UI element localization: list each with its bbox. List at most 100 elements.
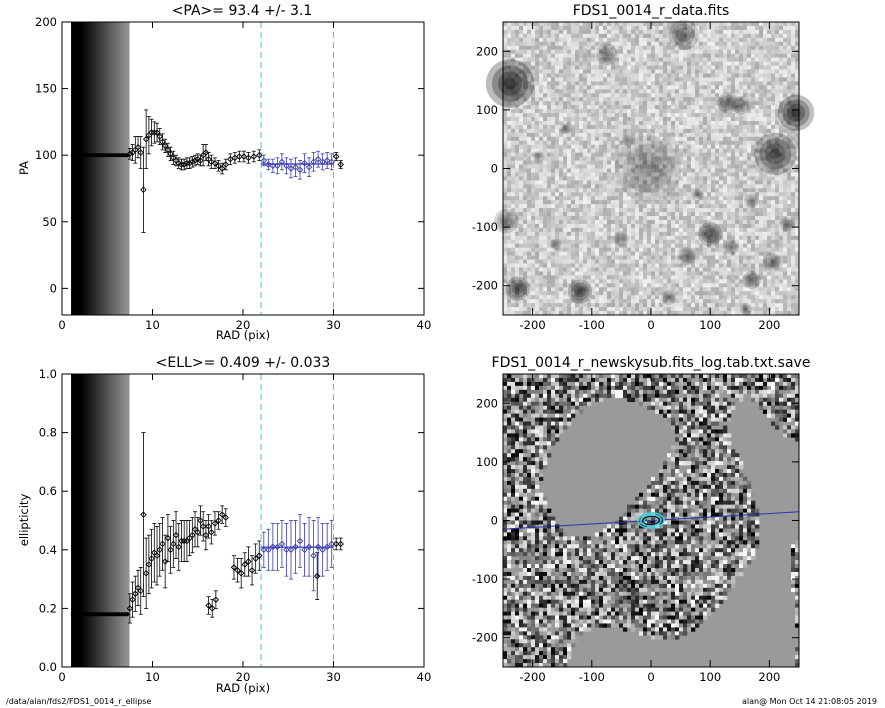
- pixel: [639, 113, 644, 118]
- pixel: [579, 25, 584, 31]
- pixel: [711, 227, 716, 233]
- pixel: [659, 196, 664, 201]
- pixel: [755, 101, 760, 106]
- pixel: [583, 184, 588, 189]
- pixel: [627, 25, 632, 31]
- pixel: [579, 208, 584, 213]
- pixel: [555, 73, 560, 78]
- pixel: [727, 247, 732, 252]
- pixel: [731, 113, 736, 118]
- pixel: [675, 212, 680, 217]
- pixel: [779, 219, 784, 225]
- pixel: [731, 160, 736, 165]
- pixel: [699, 113, 704, 118]
- pixel: [763, 132, 768, 138]
- pixel: [531, 69, 536, 74]
- pixel: [659, 156, 664, 161]
- pixel: [523, 164, 528, 169]
- pixel: [635, 263, 640, 268]
- pixel: [623, 113, 628, 118]
- pixel: [543, 168, 548, 173]
- pixel: [547, 255, 552, 260]
- pixel: [595, 73, 600, 78]
- pixel: [783, 57, 788, 62]
- pixel: [671, 101, 676, 106]
- pixel: [567, 243, 572, 248]
- pixel: [667, 156, 672, 161]
- pixel: [559, 156, 564, 161]
- pixel: [667, 45, 672, 51]
- pixel: [651, 208, 656, 213]
- pixel: [687, 231, 692, 237]
- pixel: [735, 81, 740, 86]
- pixel: [783, 81, 788, 86]
- pixel: [615, 49, 620, 54]
- pixel: [527, 176, 532, 181]
- pixel: [623, 219, 628, 225]
- pixel: [627, 152, 632, 157]
- pixel: [679, 216, 684, 221]
- pixel: [707, 259, 712, 264]
- pixel: [559, 164, 564, 169]
- pixel: [507, 235, 512, 241]
- pixel: [691, 73, 696, 78]
- pixel: [659, 180, 664, 185]
- pixel: [723, 231, 728, 237]
- pixel: [635, 69, 640, 74]
- pixel: [687, 235, 692, 241]
- pixel: [611, 33, 616, 39]
- pixel: [791, 49, 796, 54]
- pixel: [667, 117, 672, 122]
- pixel: [587, 77, 592, 82]
- pixel: [535, 144, 540, 150]
- pixel: [679, 247, 684, 252]
- pixel: [511, 200, 516, 205]
- pixel: [659, 128, 664, 134]
- pixel: [543, 255, 548, 260]
- pixel: [635, 136, 640, 142]
- pixel: [627, 57, 632, 62]
- pixel: [599, 53, 604, 58]
- pixel: [639, 196, 644, 201]
- pixel: [711, 156, 716, 161]
- pixel: [663, 85, 668, 90]
- pixel: [615, 37, 620, 43]
- pixel: [603, 41, 608, 47]
- pixel: [535, 255, 540, 260]
- pixel: [699, 251, 704, 256]
- pixel: [643, 33, 648, 39]
- pixel: [607, 41, 612, 47]
- pixel: [507, 160, 512, 165]
- pixel: [535, 29, 540, 35]
- pixel: [771, 89, 776, 94]
- pixel: [543, 164, 548, 169]
- pixel: [739, 160, 744, 165]
- pixel: [791, 200, 796, 205]
- pixel: [511, 25, 516, 31]
- pixel: [571, 97, 576, 102]
- pixel: [507, 124, 512, 130]
- pixel: [615, 41, 620, 47]
- pixel: [791, 216, 796, 221]
- pixel: [743, 208, 748, 213]
- pixel: [503, 251, 508, 256]
- pixel: [747, 200, 752, 205]
- pixel: [523, 128, 528, 134]
- pixel: [551, 37, 556, 43]
- pixel: [699, 109, 704, 114]
- pixel: [791, 180, 796, 185]
- pixel: [543, 132, 548, 138]
- pixel: [631, 243, 636, 248]
- pixel: [711, 69, 716, 74]
- pixel: [523, 271, 528, 276]
- pixel: [783, 255, 788, 260]
- pixel: [547, 41, 552, 47]
- pixel: [779, 200, 784, 205]
- pixel: [651, 93, 656, 98]
- pixel: [539, 180, 544, 185]
- pixel: [511, 188, 516, 193]
- pixel: [555, 140, 560, 146]
- pixel: [619, 176, 624, 181]
- pixel: [739, 45, 744, 51]
- pixel: [659, 267, 664, 272]
